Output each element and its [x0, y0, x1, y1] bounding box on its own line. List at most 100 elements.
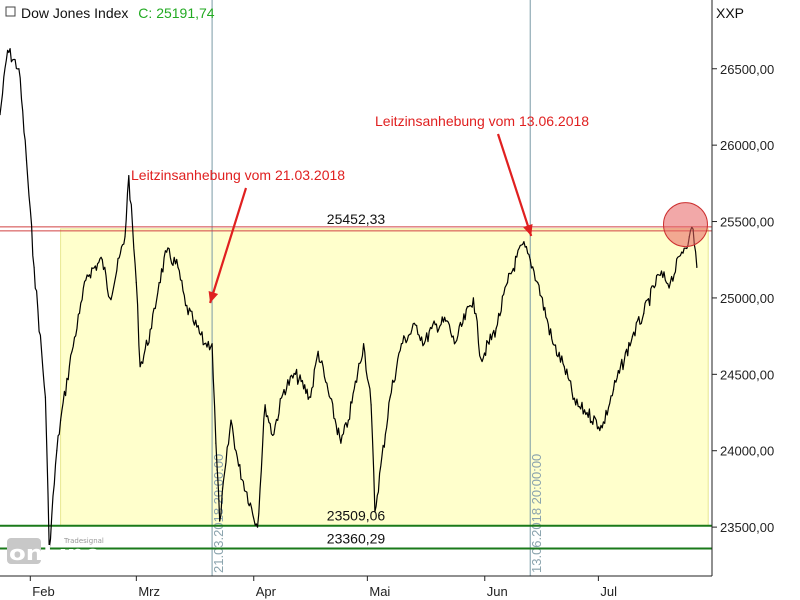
price-point [575, 404, 577, 406]
price-point [529, 259, 531, 261]
level-label: 25452,33 [327, 211, 386, 227]
chart-title: Dow Jones Index [21, 5, 128, 21]
price-point [25, 159, 28, 162]
price-point [586, 411, 588, 414]
price-point [128, 175, 130, 177]
price-point [59, 419, 62, 421]
price-point [211, 343, 213, 345]
header-color-marker [5, 6, 16, 17]
price-point [166, 251, 168, 253]
x-tick-label: Jul [600, 584, 617, 599]
price-point [256, 526, 259, 528]
y-tick-label: 23500,00 [720, 520, 774, 535]
price-point [264, 404, 266, 406]
event-date-label: 21.03.2018 20:00:00 [211, 454, 226, 573]
price-point [423, 343, 425, 345]
range-box [60, 228, 709, 527]
price-point [237, 465, 240, 467]
price-point [669, 282, 671, 284]
price-point [325, 381, 327, 383]
price-point [33, 266, 35, 268]
price-point [78, 312, 81, 314]
event-lines-layer: 21.03.2018 20:00:00 13.06.2018 20:00:00 [211, 0, 544, 576]
close-value: 25191,74 [156, 5, 215, 21]
arrow-rate-hike-june-head [523, 223, 533, 236]
price-point [44, 396, 47, 398]
x-tick-label: Jun [487, 584, 508, 599]
annotation-layer: Leitzinsanhebung vom 21.03.2018 Leitzinsa… [131, 113, 589, 304]
annotation-rate-hike-march: Leitzinsanhebung vom 21.03.2018 [131, 167, 345, 183]
price-point [362, 343, 365, 345]
price-point [374, 511, 376, 513]
event-date-label: 13.06.2018 20:00:00 [529, 454, 544, 573]
price-point [309, 396, 312, 398]
price-point [101, 259, 103, 261]
price-point [109, 297, 111, 299]
price-point [0, 113, 1, 116]
y-axis: 23500,00 24000,00 24500,00 25000,00 25500,00… [712, 62, 774, 535]
price-point [203, 343, 206, 345]
arrow-rate-hike-june [496, 133, 533, 237]
price-point [158, 282, 160, 284]
highlight-layer [662, 202, 708, 248]
price-point [537, 282, 539, 284]
price-point [56, 450, 58, 452]
price-point [480, 358, 482, 360]
price-point [681, 251, 683, 253]
range-box-layer [60, 228, 709, 527]
price-point [643, 312, 645, 314]
price-point [192, 320, 194, 322]
tradesignal-logo: onLine Tradesignal [7, 537, 104, 565]
x-tick-label: Mai [369, 584, 390, 599]
price-point [219, 520, 221, 522]
x-axis: Feb Mrz Apr Mai Jun Jul [29, 576, 617, 599]
price-point [552, 343, 554, 345]
price-point [283, 389, 285, 391]
level-label: 23360,29 [327, 530, 386, 546]
axis-symbol-label: XXP [716, 5, 744, 21]
annotation-rate-hike-june: Leitzinsanhebung vom 13.06.2018 [375, 113, 589, 129]
price-point [370, 404, 372, 406]
arrow-rate-hike-march [209, 187, 248, 304]
price-point [177, 266, 179, 268]
y-tick-label: 25500,00 [720, 215, 774, 230]
price-series-layer [0, 48, 698, 550]
x-tick-label: Mrz [138, 584, 160, 599]
price-point [696, 266, 698, 268]
price-point [400, 343, 403, 345]
y-tick-label: 24000,00 [720, 444, 774, 459]
price-point [506, 282, 509, 284]
price-point [658, 274, 660, 276]
level-lines-layer: 25452,33 23509,06 23360,29 [0, 211, 712, 550]
price-point [453, 343, 456, 345]
price-point [86, 274, 88, 276]
y-tick-label: 26500,00 [720, 62, 774, 77]
arrow-rate-hike-march-head [208, 291, 219, 303]
price-point [415, 324, 418, 327]
y-tick-label: 26000,00 [720, 138, 774, 153]
x-tick-label: Feb [32, 584, 54, 599]
price-point [472, 297, 475, 299]
price-point [71, 350, 73, 353]
close-label: C: [138, 5, 152, 21]
price-point [563, 366, 565, 368]
level-label: 23509,06 [327, 508, 386, 524]
price-point [48, 547, 50, 550]
price-point [631, 335, 634, 337]
price-point [495, 327, 497, 330]
y-tick-label: 25000,00 [720, 291, 774, 306]
y-tick-label: 24500,00 [720, 367, 774, 382]
price-point [347, 419, 350, 421]
price-point [215, 442, 217, 444]
dow-jones-price-line [0, 48, 698, 550]
price-point [18, 68, 20, 70]
price-point [340, 442, 342, 444]
price-point [135, 282, 137, 284]
price-point [431, 327, 433, 330]
logo-brand: onLine [9, 541, 101, 565]
svg-text:Dow Jones Index C: 251: Dow Jones Index C: 25191,74 [21, 5, 215, 21]
price-point [139, 366, 141, 368]
price-point [294, 373, 297, 375]
resistance-test-highlight [662, 202, 708, 248]
